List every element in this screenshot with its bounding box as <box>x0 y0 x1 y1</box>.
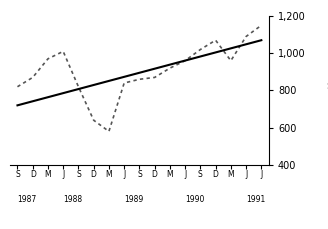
Text: 1991: 1991 <box>246 195 265 204</box>
Text: 1990: 1990 <box>185 195 204 204</box>
Text: 1988: 1988 <box>63 195 82 204</box>
Text: 1987: 1987 <box>17 195 37 204</box>
Y-axis label: $ m: $ m <box>327 80 328 90</box>
Text: 1989: 1989 <box>124 195 143 204</box>
